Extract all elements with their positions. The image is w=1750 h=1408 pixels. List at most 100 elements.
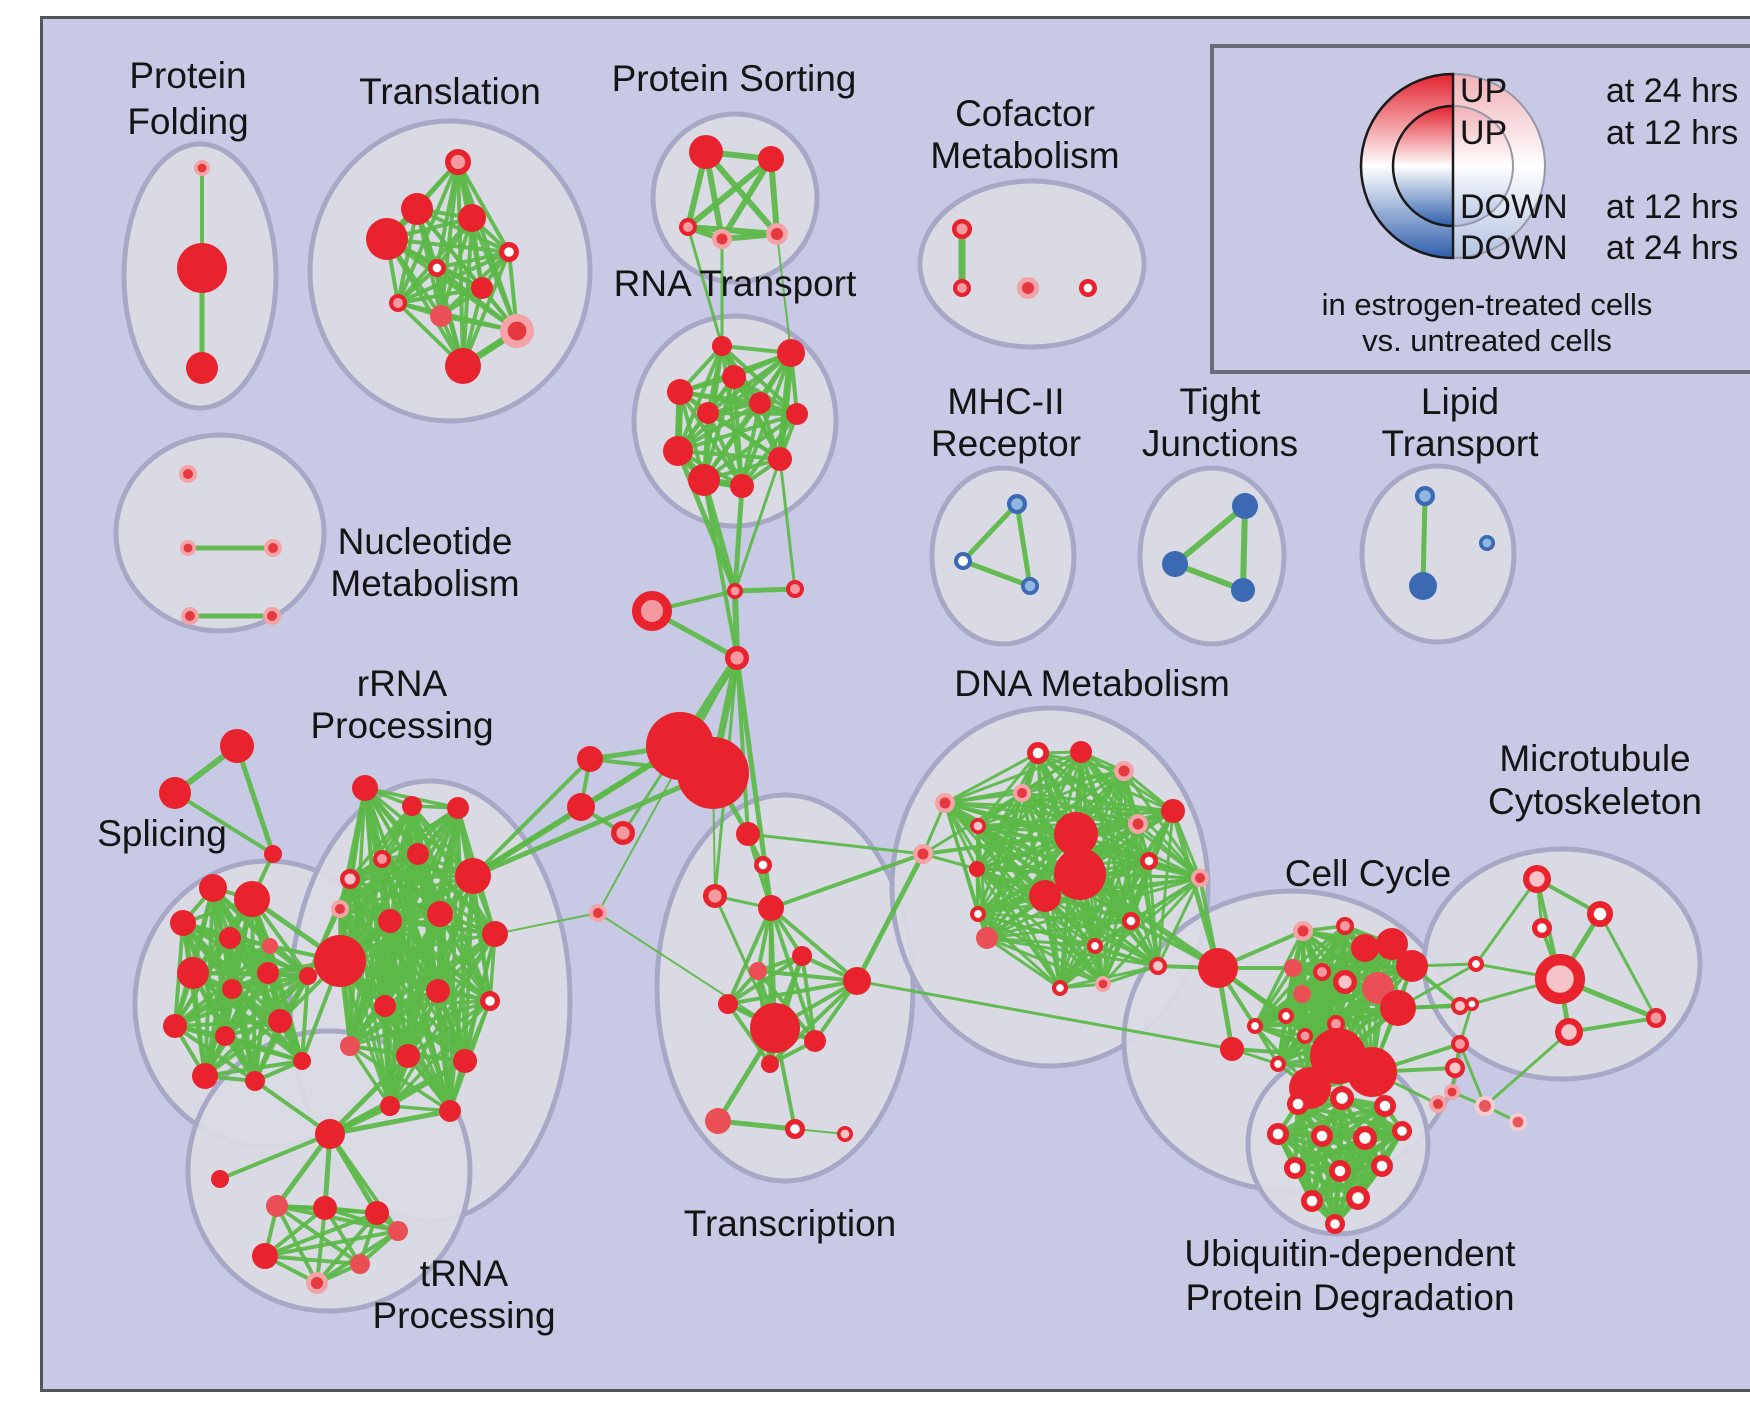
node-m5	[1467, 999, 1477, 1009]
node-v1	[1333, 1089, 1351, 1107]
node-n8	[768, 447, 792, 471]
node-d6	[1161, 799, 1185, 823]
node-r2	[447, 797, 469, 819]
cluster-label: Translation	[359, 71, 541, 112]
cluster-label: Nucleotide	[338, 521, 513, 562]
node-mh1	[956, 554, 970, 568]
node-s4	[262, 938, 278, 954]
legend-row-direction-0: UP	[1460, 72, 1507, 110]
node-pf1	[177, 243, 227, 293]
node-q1	[567, 793, 595, 821]
node-r15	[396, 1044, 420, 1068]
node-r7	[314, 935, 366, 987]
legend-row-direction-2: DOWN	[1460, 188, 1568, 226]
node-v2	[1377, 1098, 1393, 1114]
edge-k0-k2	[735, 589, 795, 591]
node-e21	[1431, 1097, 1445, 1111]
node-v6	[1395, 1124, 1410, 1139]
node-v3	[1270, 1126, 1286, 1142]
node-u8	[388, 1221, 408, 1241]
cluster-label: Processing	[372, 1295, 555, 1336]
node-x10	[804, 1030, 826, 1052]
node-e19	[1453, 999, 1467, 1013]
node-nm3	[183, 609, 197, 623]
node-d1	[1030, 745, 1046, 761]
cluster-label: Tight	[1180, 381, 1262, 422]
node-r3	[375, 852, 389, 866]
node-d10	[1054, 848, 1106, 900]
node-m9	[1477, 1098, 1493, 1114]
node-n3	[667, 379, 693, 405]
node-t0	[448, 152, 468, 172]
node-d23	[1220, 1037, 1244, 1061]
cluster-label: Cell Cycle	[1285, 853, 1452, 894]
node-d14	[976, 927, 998, 949]
node-r19	[333, 902, 347, 916]
legend-row-time-0: at 24 hrs	[1606, 72, 1738, 110]
node-x13	[788, 1122, 803, 1137]
node-x0	[736, 822, 760, 846]
node-d8	[969, 861, 985, 877]
node-r16	[453, 1049, 477, 1073]
node-n10	[730, 474, 754, 498]
node-t5	[430, 261, 443, 274]
node-s7	[222, 979, 242, 999]
node-x4	[591, 906, 605, 920]
node-n1	[777, 339, 805, 367]
cluster-label: Metabolism	[930, 135, 1119, 176]
node-x7	[718, 994, 738, 1014]
cluster-label: RNA Transport	[614, 263, 857, 304]
node-r4	[342, 871, 358, 887]
cluster-label: MHC-II	[947, 381, 1064, 422]
node-nm0	[181, 467, 195, 481]
node-m0	[1526, 868, 1548, 890]
node-r10	[482, 921, 508, 947]
node-tj0	[1232, 493, 1258, 519]
legend-row-direction-3: DOWN	[1460, 229, 1568, 267]
node-e5	[1284, 959, 1302, 977]
node-d5	[972, 820, 984, 832]
node-x12	[705, 1108, 731, 1134]
node-k3	[728, 649, 747, 668]
node-lt0	[1417, 488, 1433, 504]
node-t3	[458, 204, 486, 232]
node-s5	[177, 957, 209, 989]
node-s3	[219, 927, 241, 949]
node-c2	[1019, 279, 1036, 296]
legend-row-time-3: at 24 hrs	[1606, 229, 1738, 267]
legend-footer-line-0: in estrogen-treated cells	[1322, 287, 1653, 322]
node-u5	[252, 1243, 278, 1269]
node-e6	[1315, 965, 1329, 979]
node-u2	[266, 1195, 288, 1217]
node-r12	[426, 979, 450, 1003]
node-q0	[577, 746, 603, 772]
node-t6	[471, 277, 493, 299]
node-g2	[264, 845, 282, 863]
node-x6	[749, 962, 767, 980]
node-t2	[366, 218, 408, 260]
node-m7	[1558, 1021, 1580, 1043]
cluster-transcription-ellipse	[657, 795, 913, 1181]
node-mh0	[1009, 496, 1025, 512]
node-u1	[211, 1170, 229, 1188]
node-r18	[439, 1100, 461, 1122]
node-pf0	[196, 162, 208, 174]
node-s12	[192, 1063, 218, 1089]
node-s14	[293, 1052, 311, 1070]
legend-row-direction-1: UP	[1460, 114, 1507, 152]
node-p4	[768, 225, 785, 242]
node-mh2	[1023, 579, 1037, 593]
node-e12	[1299, 1030, 1311, 1042]
node-e2	[1351, 934, 1379, 962]
node-v10	[1304, 1193, 1320, 1209]
legend-row-time-2: at 12 hrs	[1606, 188, 1738, 226]
node-p3	[714, 231, 730, 247]
node-t1	[401, 193, 433, 225]
node-s8	[299, 967, 317, 985]
node-e1	[1338, 919, 1352, 933]
cluster-label: Metabolism	[330, 563, 519, 604]
node-d4	[1015, 786, 1029, 800]
node-x9	[750, 1003, 800, 1053]
node-x14	[839, 1128, 851, 1140]
node-d17	[1089, 940, 1101, 952]
